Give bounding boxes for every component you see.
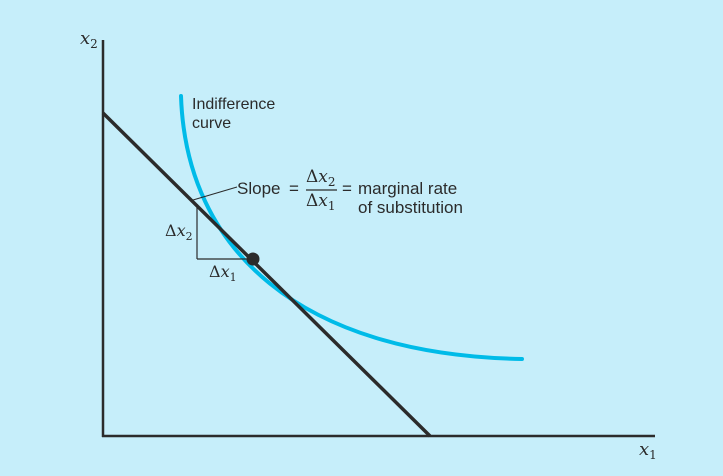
y-axis-label: x2 — [80, 28, 98, 51]
mrs-description-line2: of substitution — [358, 198, 463, 217]
slope-equals: = — [289, 179, 299, 198]
curve-label-line1: Indifference — [192, 96, 275, 113]
curve-label-line2: curve — [192, 115, 231, 132]
slope-denominator: Δx1 — [306, 191, 336, 213]
slope-numerator: Δx2 — [306, 167, 336, 189]
slope-equals-2: = — [342, 179, 352, 198]
indifference-curve — [179, 94, 524, 361]
delta-x1-label: Δx1 — [209, 262, 237, 284]
budget-line — [101, 111, 432, 438]
slope-leader-line — [192, 186, 238, 201]
mrs-description-line1: marginal rate — [358, 179, 457, 198]
delta-x2-label: Δx2 — [165, 221, 193, 243]
slope-word: Slope — [237, 179, 280, 198]
x-axis-label: x1 — [639, 439, 657, 462]
